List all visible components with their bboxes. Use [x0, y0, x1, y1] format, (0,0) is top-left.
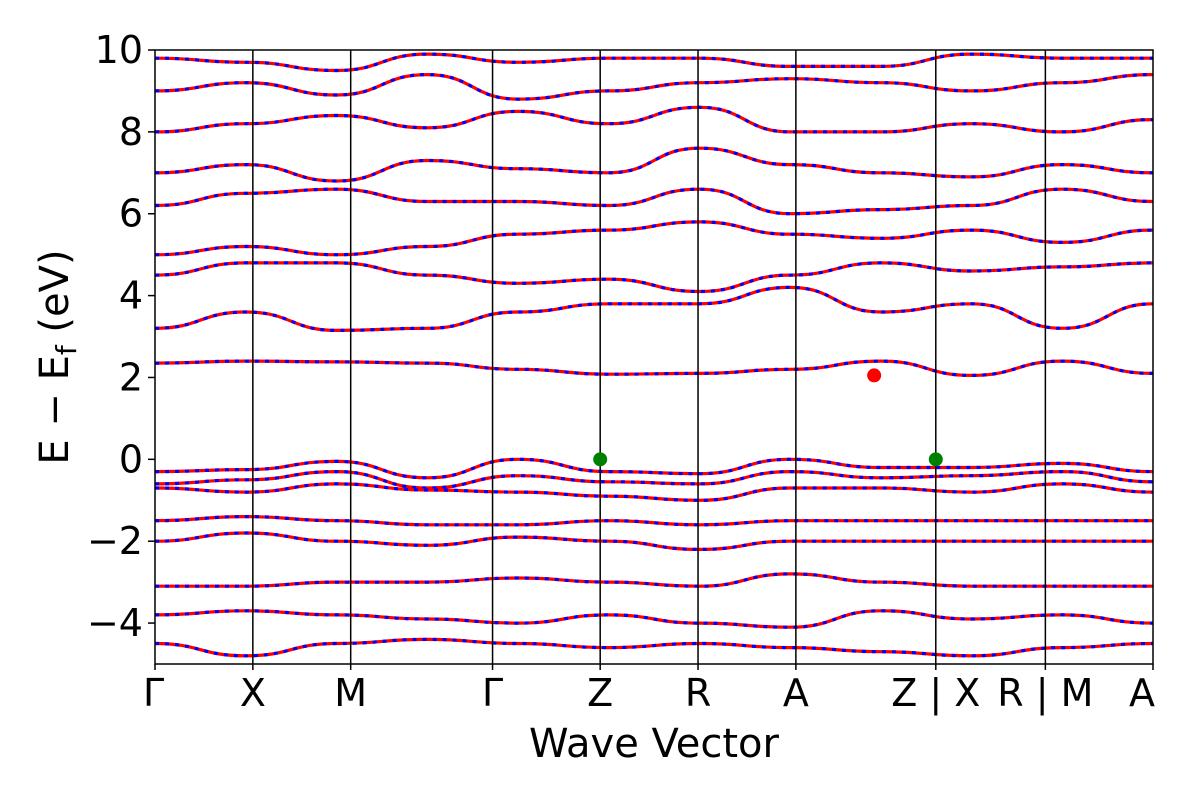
- band-spin-up-1: [155, 457, 1153, 480]
- y-axis-ticks: −4 −2 0 2 4 6 8 10: [87, 28, 155, 645]
- band-spin-down-7: [155, 609, 1153, 629]
- x-tick-label: M: [334, 671, 367, 715]
- x-tick-label: R | M: [997, 671, 1093, 716]
- x-tick-label: Z: [587, 671, 613, 715]
- x-tick-label: Z | X: [891, 671, 980, 716]
- y-tick-label: 8: [119, 110, 143, 154]
- band-spin-up-14: [155, 105, 1153, 134]
- x-tick-label: A: [783, 671, 809, 715]
- band-spin-up-9: [155, 285, 1153, 333]
- vbm-marker: [928, 452, 943, 467]
- band-spin-down-8: [155, 637, 1153, 658]
- x-tick-label: R: [685, 671, 711, 715]
- cbm-marker: [867, 368, 882, 383]
- band-spin-up-8: [155, 637, 1153, 658]
- y-tick-label: 0: [119, 437, 143, 481]
- band-spin-up-4: [155, 514, 1153, 527]
- y-tick-label: 4: [119, 274, 143, 318]
- y-axis-label: E − Ef (eV): [32, 249, 83, 464]
- band-lines: [155, 52, 1153, 658]
- high-symmetry-lines: [252, 50, 1047, 664]
- band-spin-up-15: [155, 72, 1153, 101]
- y-tick-label: −2: [87, 519, 143, 563]
- x-tick-label: Γ: [482, 671, 503, 715]
- band-spin-down-10: [155, 261, 1153, 294]
- band-spin-down-12: [155, 187, 1153, 216]
- band-spin-down-15: [155, 72, 1153, 101]
- band-spin-down-2: [155, 469, 1153, 490]
- x-axis-ticks: Γ X M Γ Z R A Z | X R | M A: [143, 664, 1155, 716]
- x-axis-label: Wave Vector: [529, 721, 780, 767]
- y-tick-label: 6: [119, 192, 143, 236]
- band-spin-down-3: [155, 482, 1153, 502]
- band-spin-down-11: [155, 220, 1153, 257]
- y-tick-label: −4: [87, 601, 143, 645]
- x-tick-label: A: [1129, 671, 1155, 715]
- y-tick-label: 2: [119, 355, 143, 399]
- band-spin-down-14: [155, 105, 1153, 134]
- band-spin-up-11: [155, 220, 1153, 257]
- band-spin-up-12: [155, 187, 1153, 216]
- band-spin-down-9: [155, 285, 1153, 333]
- x-tick-label: Γ: [143, 671, 164, 715]
- band-spin-down-5: [155, 531, 1153, 552]
- plot-frame: [154, 49, 1154, 665]
- band-spin-down-6: [155, 572, 1153, 588]
- band-spin-down-13: [155, 146, 1153, 183]
- extrema-markers: [593, 368, 943, 467]
- band-spin-down-0: [155, 359, 1153, 378]
- vbm-marker: [593, 452, 608, 467]
- band-spin-up-10: [155, 261, 1153, 294]
- x-tick-label: X: [240, 671, 266, 715]
- band-spin-up-6: [155, 572, 1153, 588]
- y-tick-label: 10: [95, 28, 143, 72]
- band-spin-down-16: [155, 52, 1153, 73]
